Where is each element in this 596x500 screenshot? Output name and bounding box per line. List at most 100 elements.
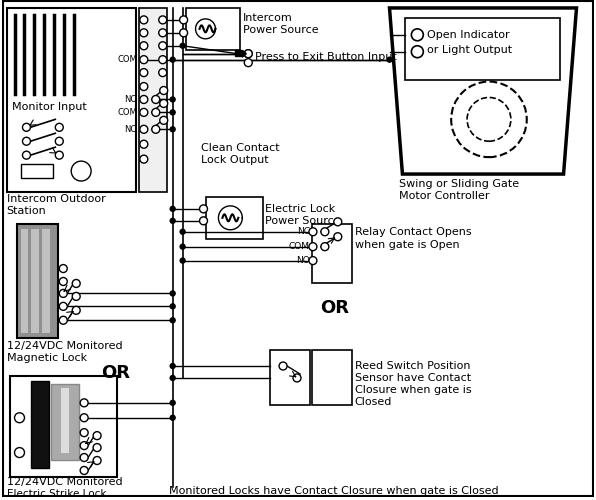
Bar — [270, 350, 310, 405]
Text: NC: NC — [297, 227, 310, 236]
Bar — [42, 229, 50, 333]
Text: COM: COM — [117, 55, 137, 64]
Bar — [185, 8, 240, 50]
Bar — [32, 381, 49, 468]
Bar — [405, 18, 560, 80]
Circle shape — [140, 68, 148, 76]
Bar — [21, 164, 53, 178]
Text: Sensor have Contact: Sensor have Contact — [355, 373, 471, 383]
Circle shape — [72, 161, 91, 181]
Text: Motor Controller: Motor Controller — [399, 191, 490, 201]
Circle shape — [159, 42, 167, 50]
Circle shape — [14, 413, 24, 422]
Circle shape — [244, 50, 252, 58]
Text: or Light Output: or Light Output — [427, 44, 513, 54]
Text: Station: Station — [7, 206, 46, 216]
Circle shape — [170, 218, 175, 224]
Circle shape — [170, 97, 175, 102]
Circle shape — [23, 138, 30, 145]
Circle shape — [411, 29, 423, 41]
Circle shape — [140, 126, 148, 134]
Circle shape — [467, 98, 511, 141]
Circle shape — [293, 374, 301, 382]
Circle shape — [152, 96, 160, 104]
Circle shape — [140, 82, 148, 90]
Text: Power Source: Power Source — [243, 25, 319, 35]
Text: NC: NC — [125, 125, 137, 134]
Text: NO: NO — [124, 95, 137, 104]
Circle shape — [93, 432, 101, 440]
Circle shape — [80, 454, 88, 462]
Circle shape — [23, 151, 30, 159]
Circle shape — [170, 416, 175, 420]
Bar — [312, 224, 352, 284]
Circle shape — [59, 278, 67, 285]
Text: Relay Contact Opens: Relay Contact Opens — [355, 226, 471, 236]
Circle shape — [93, 444, 101, 452]
Circle shape — [334, 218, 342, 226]
Circle shape — [160, 116, 167, 124]
Bar — [139, 8, 167, 192]
Circle shape — [140, 42, 148, 50]
Circle shape — [59, 290, 67, 298]
Circle shape — [160, 100, 167, 108]
Circle shape — [321, 242, 329, 250]
Circle shape — [309, 242, 317, 250]
Polygon shape — [390, 8, 576, 174]
Circle shape — [180, 230, 185, 234]
Circle shape — [179, 16, 188, 24]
Circle shape — [170, 376, 175, 380]
Text: Swing or Sliding Gate: Swing or Sliding Gate — [399, 179, 520, 189]
Circle shape — [55, 124, 63, 132]
Circle shape — [140, 29, 148, 37]
Circle shape — [451, 82, 527, 157]
Circle shape — [160, 86, 167, 94]
Circle shape — [170, 110, 175, 115]
Circle shape — [159, 16, 167, 24]
Circle shape — [152, 108, 160, 116]
Circle shape — [140, 108, 148, 116]
Circle shape — [59, 316, 67, 324]
Text: Power Source: Power Source — [265, 216, 341, 226]
Bar — [312, 350, 352, 405]
Text: Reed Switch Position: Reed Switch Position — [355, 361, 470, 371]
Circle shape — [80, 466, 88, 474]
Circle shape — [59, 302, 67, 310]
Bar — [206, 197, 263, 238]
Circle shape — [55, 151, 63, 159]
Bar — [17, 224, 58, 338]
Circle shape — [180, 258, 185, 263]
Circle shape — [23, 124, 30, 132]
Circle shape — [200, 205, 207, 213]
Text: Monitor Input: Monitor Input — [11, 102, 86, 113]
Circle shape — [14, 448, 24, 458]
Text: Monitored Locks have Contact Closure when gate is Closed: Monitored Locks have Contact Closure whe… — [169, 486, 498, 496]
Text: Magnetic Lock: Magnetic Lock — [7, 353, 86, 363]
Bar — [51, 384, 79, 460]
Text: 12/24VDC Monitored: 12/24VDC Monitored — [7, 478, 122, 488]
Text: when gate is Open: when gate is Open — [355, 240, 460, 250]
Circle shape — [170, 127, 175, 132]
Circle shape — [170, 57, 175, 62]
Bar — [32, 229, 39, 333]
Circle shape — [309, 228, 317, 235]
Circle shape — [72, 292, 80, 300]
Circle shape — [140, 96, 148, 104]
Text: 12/24VDC Monitored: 12/24VDC Monitored — [7, 341, 122, 351]
Circle shape — [140, 155, 148, 163]
Bar — [20, 229, 29, 333]
Circle shape — [170, 304, 175, 309]
FancyArrow shape — [237, 50, 246, 57]
Bar — [10, 376, 117, 478]
Text: Open Indicator: Open Indicator — [427, 30, 510, 40]
Text: Intercom Outdoor: Intercom Outdoor — [7, 194, 105, 204]
Bar — [61, 388, 69, 452]
Circle shape — [321, 228, 329, 235]
Circle shape — [170, 318, 175, 323]
Circle shape — [244, 58, 252, 66]
Circle shape — [80, 414, 88, 422]
Circle shape — [180, 44, 185, 48]
Circle shape — [334, 232, 342, 240]
Circle shape — [170, 206, 175, 212]
Text: COM: COM — [289, 242, 310, 251]
